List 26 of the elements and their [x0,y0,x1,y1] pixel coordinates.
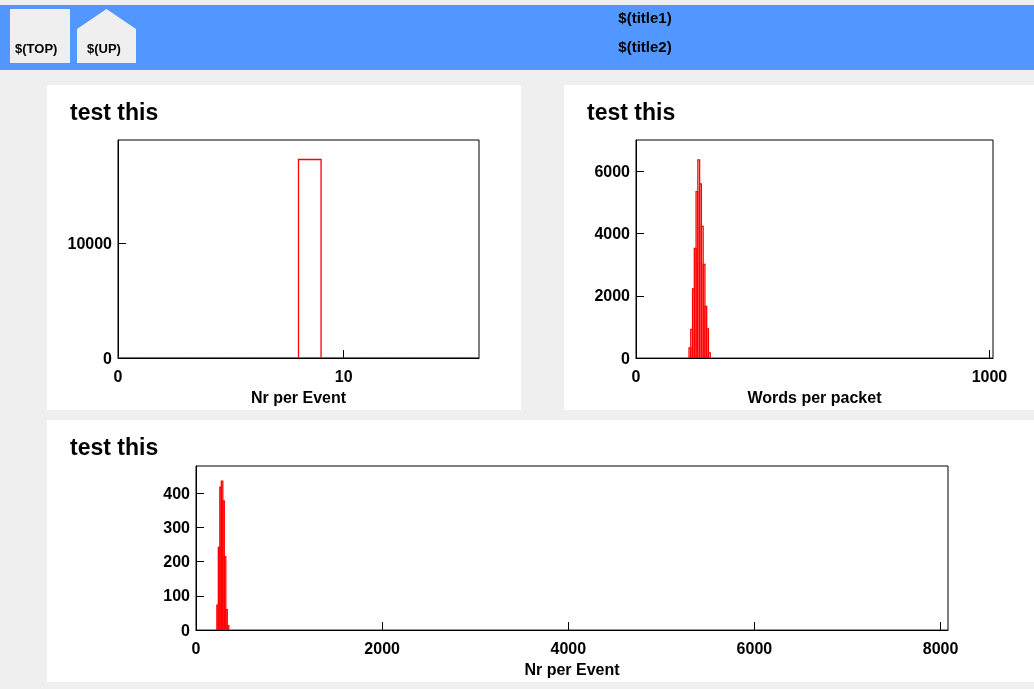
chart-title: test this [70,433,159,460]
x-axis-title: Nr per Event [250,388,347,406]
chart-title: test this [70,98,159,125]
y-tick-label: 4000 [594,224,631,242]
x-tick-label: 4000 [550,639,587,657]
up-button[interactable]: $(UP) [77,9,136,63]
chart-title: test this [587,98,676,125]
x-tick-label: 6000 [736,639,773,657]
x-tick-label: 1000 [971,367,1008,385]
y-tick-label: 100 [163,587,191,605]
x-tick-label: 2000 [364,639,401,657]
x-tick-label: 10 [334,367,353,385]
top-button[interactable]: $(TOP) [10,9,70,63]
y-tick-label: 0 [181,621,191,639]
y-tick-label: 400 [163,484,191,502]
y-tick-label: 10000 [67,234,113,252]
y-tick-label: 200 [163,553,191,571]
y-tick-label: 0 [621,349,631,367]
text: $(title2) [618,38,672,55]
x-axis-title: Nr per Event [524,660,621,678]
y-tick-label: 6000 [594,162,631,180]
y-tick-label: 300 [163,519,191,537]
text: $(title1) [617,9,673,26]
x-tick-label: 8000 [922,639,959,657]
x-axis-title: Words per packet [747,388,883,406]
y-tick-label: 2000 [594,287,631,305]
